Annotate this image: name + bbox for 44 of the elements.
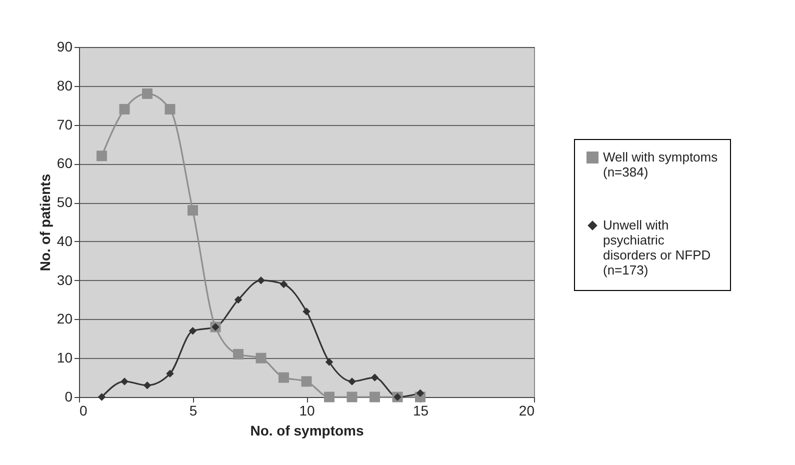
point <box>142 88 152 99</box>
point <box>166 370 174 378</box>
point <box>164 104 176 114</box>
y-tick-label: 20 <box>56 310 73 327</box>
point <box>119 104 130 114</box>
point <box>256 352 266 364</box>
x-axis-title: No. of symptoms <box>250 422 364 438</box>
y-tick-label: 0 <box>64 388 73 404</box>
y-tick-label: 60 <box>56 155 73 172</box>
point <box>188 205 198 216</box>
point <box>143 381 152 390</box>
point <box>301 376 312 387</box>
point <box>416 389 424 397</box>
point <box>324 392 334 402</box>
legend-label: Unwell with psychiatric disorders or NFPD (n=173) <box>603 218 711 278</box>
legend-label: Well with symptoms (n=384) <box>603 150 718 180</box>
point <box>370 374 379 382</box>
point <box>278 372 289 383</box>
point <box>325 358 334 366</box>
y-tick-label: 30 <box>56 272 73 288</box>
point <box>346 392 358 402</box>
point <box>188 327 197 335</box>
point <box>370 392 380 402</box>
y-tick-label: 10 <box>56 350 73 366</box>
point <box>257 276 265 284</box>
point <box>348 378 356 386</box>
point <box>120 378 128 386</box>
point <box>233 348 244 360</box>
point <box>302 308 310 316</box>
y-tick-label: 70 <box>56 116 73 132</box>
point <box>280 280 288 288</box>
x-tick-label: 0 <box>80 402 88 418</box>
point <box>234 296 242 304</box>
y-tick-label: 80 <box>56 77 73 94</box>
x-tick-label: 20 <box>518 402 535 418</box>
point <box>96 150 107 162</box>
x-tick-label: 15 <box>412 402 429 418</box>
y-tick-label: 40 <box>56 232 73 249</box>
point <box>98 393 106 401</box>
y-tick-label: 50 <box>56 194 73 210</box>
y-tick-label: 90 <box>56 38 73 54</box>
y-axis-title: No. of patients <box>36 174 53 272</box>
x-tick-label: 10 <box>299 402 315 418</box>
x-tick-label: 5 <box>189 402 198 418</box>
